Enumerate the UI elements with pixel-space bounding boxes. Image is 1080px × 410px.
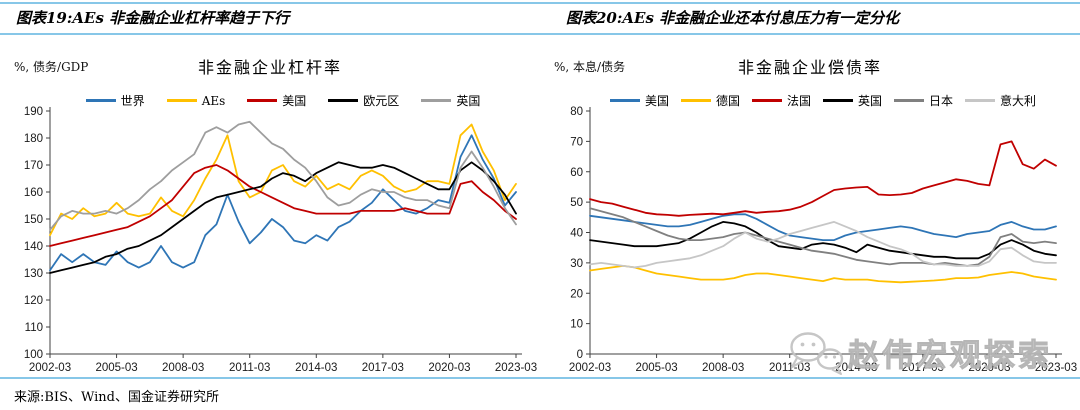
figure-20-title: 图表20:AEs 非金融企业还本付息压力有一定分化 [566,9,900,27]
legend-item: 日本 [894,92,953,109]
legend-item: 意大利 [965,92,1036,109]
x-tick-label: 2005-03 [635,362,677,374]
legend-swatch [609,99,640,102]
y-tick-label: 130 [24,268,43,280]
y-tick-label: 60 [570,167,583,179]
x-tick-label: 2023-03 [495,362,537,374]
legend-item: 英国 [823,92,882,109]
series-line-世界 [49,134,517,272]
x-tick-label: 2014-03 [295,362,337,374]
chart-leverage-ratio: 100 110 120 130 140 150 160 170 180 190 2002-03 200… [0,38,540,378]
chart-title: 非金融企业杠杆率 [197,58,342,77]
unit-label: %, 债务/GDP [14,60,89,74]
legend-label: AEs [201,93,226,108]
legend-swatch [247,99,278,102]
legend-swatch [166,99,197,102]
series-line-意大利 [589,220,1057,269]
x-tick-label: 2017-03 [362,362,404,374]
series-line-英国 [589,220,1057,260]
y-tick-label: 30 [570,258,583,270]
series-line-欧元区 [49,161,517,274]
x-tick-label: 2020-03 [968,362,1010,374]
legend-item: 德国 [680,92,740,109]
legend-label: 世界 [120,94,145,108]
x-tick-label: 2017-03 [902,362,944,374]
source-note: 来源:BIS、Wind、国金证券研究所 [14,390,219,405]
legend-label: 英国 [456,94,481,108]
legend-label: 法国 [786,94,811,108]
figure-footer: 来源:BIS、Wind、国金证券研究所 [0,377,1080,406]
y-tick-label: 10 [570,319,583,331]
x-tick-label: 2008-03 [702,362,744,374]
series-line-美国 [49,164,517,247]
legend-item: 欧元区 [328,92,399,109]
legend-label: 意大利 [1000,94,1037,108]
y-tick-label: 20 [570,288,583,300]
series-line-法国 [589,140,1057,217]
y-tick-label: 120 [24,295,43,307]
x-tick-label: 2008-03 [162,362,204,374]
watermark: 赵伟宏观探索 [784,329,1052,375]
legend-item: 世界 [85,92,145,109]
leverage-plot-svg: 100 110 120 130 140 150 160 170 180 190 2002-03 200… [24,106,537,374]
chart-debt-service-ratio: 0 10 20 30 40 50 60 70 80 2002-03 2005-03 2008-03 20… [540,38,1080,378]
legend-swatch [328,99,359,102]
legend-label: 美国 [282,94,307,108]
legend-item: 法国 [751,92,811,109]
y-tick-label: 170 [24,160,43,172]
chart-title: 非金融企业偿债率 [737,58,882,77]
y-tick-label: 110 [25,322,43,334]
x-tick-label: 2014-03 [835,362,877,374]
charts-row: 100 110 120 130 140 150 160 170 180 190 2002-03 200… [0,38,1080,378]
y-tick-label: 180 [24,133,43,145]
unit-label: %, 本息/债务 [554,60,626,74]
watermark-text: 赵伟宏观探索 [848,337,1052,374]
y-tick-label: 150 [24,214,43,226]
y-tick-label: 160 [24,187,43,199]
y-tick-label: 50 [570,197,583,209]
y-tick-label: 70 [570,136,583,148]
series-line-AEs [49,123,517,237]
legend-label: 德国 [715,94,740,108]
legend-swatch [965,99,996,102]
x-tick-label: 2005-03 [95,362,137,374]
legend: 美国 德国 法国 英国 日本 意大利 [590,92,1056,109]
dsr-plot-svg: 0 10 20 30 40 50 60 70 80 2002-03 2005-03 2008-03 20… [569,106,1077,374]
legend-item: 美国 [609,92,669,109]
figure-header: 图表19:AEs 非金融企业杠杆率趋于下行 图表20:AEs 非金融企业还本付息… [0,2,1080,35]
y-tick-label: 0 [577,349,583,361]
legend-swatch [823,99,853,102]
wechat-icon [790,332,844,375]
x-tick-label: 2020-03 [428,362,470,374]
legend-label: 欧元区 [363,94,400,108]
legend-item: 美国 [247,92,306,109]
legend-item: 英国 [421,92,480,109]
y-tick-label: 190 [24,106,43,118]
legend-item: AEs [166,93,226,108]
y-tick-label: 80 [570,106,583,118]
series-line-日本 [589,207,1057,267]
legend-label: 日本 [929,94,954,108]
series-line-德国 [589,264,1057,284]
series-line-英国 [49,120,517,231]
legend-label: 美国 [644,94,669,108]
y-tick-label: 40 [570,228,583,240]
x-tick-label: 2002-03 [29,362,71,374]
y-tick-label: 140 [24,241,43,253]
x-tick-label: 2011-03 [769,362,810,374]
x-tick-label: 2002-03 [569,362,611,374]
x-tick-label: 2011-03 [229,362,270,374]
legend-swatch [680,99,711,102]
legend-swatch [85,99,116,102]
legend-swatch [894,99,925,102]
figure-19-title: 图表19:AEs 非金融企业杠杆率趋于下行 [16,9,290,27]
legend-swatch [421,99,452,102]
y-tick-label: 100 [24,349,43,361]
legend-swatch [751,99,782,102]
series-line-美国 [589,213,1057,242]
x-tick-label: 2023-03 [1035,362,1077,374]
legend-label: 英国 [858,94,883,108]
legend: 世界 AEs 美国 欧元区 英国 [50,92,516,109]
